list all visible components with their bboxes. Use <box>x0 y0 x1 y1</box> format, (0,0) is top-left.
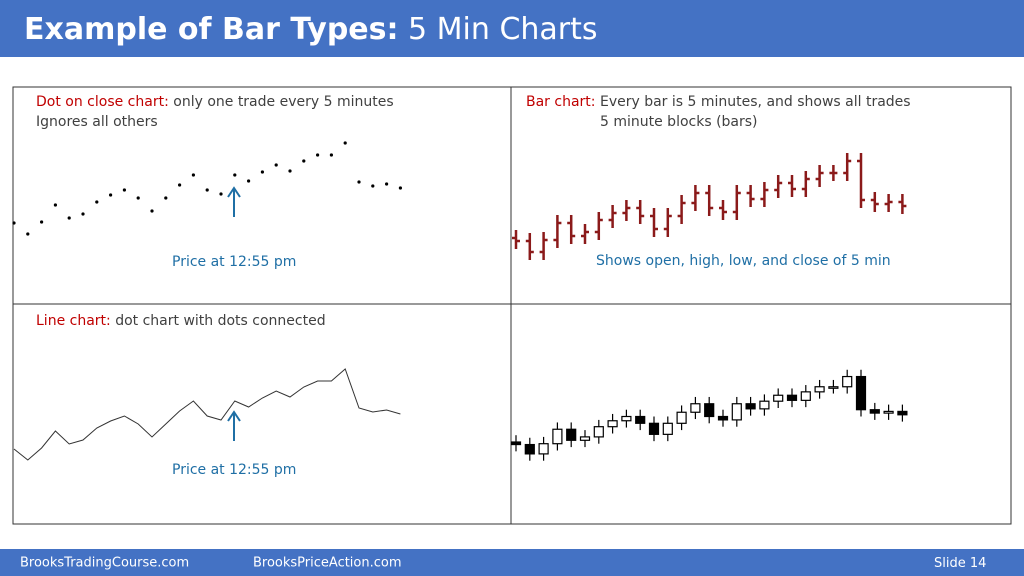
candle-body <box>552 428 563 445</box>
close-dot <box>122 188 126 192</box>
candle-body <box>579 436 591 441</box>
candle-body <box>828 386 839 389</box>
candle-body <box>745 403 756 410</box>
panel-frame <box>12 86 1012 525</box>
close-dot <box>150 209 154 213</box>
close-dot <box>136 196 140 200</box>
candle-body <box>814 386 825 393</box>
close-dot <box>67 216 71 220</box>
arrow <box>227 186 241 217</box>
arrow <box>227 410 241 441</box>
candle-body <box>731 403 742 421</box>
candle-body <box>690 403 701 413</box>
bar-label: Bar chart: Every bar is 5 minutes, and s… <box>526 94 911 110</box>
close-dot <box>260 170 264 174</box>
dot-label-line2: Ignores all others <box>36 114 158 130</box>
slide-num: 14 <box>970 556 987 571</box>
candle-body <box>704 403 715 418</box>
line-label: Line chart: dot chart with dots connecte… <box>36 313 326 329</box>
close-dot <box>247 179 251 183</box>
candle-body <box>842 375 853 388</box>
title-bold: Example of Bar Types: <box>24 12 399 47</box>
candle-body <box>566 428 577 441</box>
candle-body <box>662 422 673 435</box>
footer-middle: BrooksPriceAction.com <box>253 556 402 571</box>
close-dot <box>288 169 292 173</box>
close-dot <box>40 220 44 224</box>
close-dot <box>26 232 30 236</box>
candle-body <box>773 394 784 402</box>
title-rest: 5 Min Charts <box>408 12 597 47</box>
bar-annotation: Shows open, high, low, and close of 5 mi… <box>596 253 891 269</box>
candle-body <box>855 375 867 411</box>
candle-body <box>786 394 798 401</box>
close-dot <box>53 203 58 207</box>
close-dot <box>385 182 389 186</box>
close-dot <box>329 153 333 157</box>
candle-body <box>607 420 618 428</box>
candle-body <box>800 391 811 401</box>
line-label-red: Line chart: <box>36 313 111 329</box>
candle-body <box>883 410 894 414</box>
close-dot <box>233 173 237 177</box>
close-dot <box>343 141 347 145</box>
slide-label: Slide <box>934 556 966 571</box>
close-dot <box>302 159 306 163</box>
close-dot <box>205 188 209 192</box>
close-line <box>13 368 401 461</box>
close-dot <box>12 221 16 225</box>
footer-left: BrooksTradingCourse.com <box>20 556 189 571</box>
title: Example of Bar Types: 5 Min Charts <box>24 12 598 47</box>
candle-body <box>510 441 522 446</box>
candle-body <box>635 415 646 424</box>
dot-label: Dot on close chart: only one trade every… <box>36 94 394 110</box>
candle-body <box>648 422 660 435</box>
close-dot <box>371 184 375 188</box>
candle-body <box>538 443 549 455</box>
bar-label-red: Bar chart: <box>526 94 596 110</box>
close-dot <box>95 200 99 204</box>
header-bar <box>0 0 1024 57</box>
dot-label-red: Dot on close chart: <box>36 94 169 110</box>
candle-body <box>676 411 687 424</box>
candle-body <box>593 426 604 438</box>
bar-label-line2: 5 minute blocks (bars) <box>600 114 758 130</box>
close-dot <box>274 163 278 167</box>
candle-body <box>869 409 880 414</box>
close-dot <box>316 153 320 157</box>
candle-body <box>524 443 535 455</box>
close-dot <box>164 196 168 200</box>
close-dot <box>178 183 182 187</box>
candle-body <box>717 415 729 421</box>
slide-number: Slide 14 <box>934 556 986 571</box>
close-dot <box>81 212 85 216</box>
close-dot <box>357 180 361 184</box>
close-dot <box>109 193 113 197</box>
dot-annotation: Price at 12:55 pm <box>172 254 296 270</box>
line-annotation: Price at 12:55 pm <box>172 462 296 478</box>
bar-label-text: Every bar is 5 minutes, and shows all tr… <box>600 94 911 110</box>
candle-body <box>621 415 632 422</box>
candle-body <box>897 410 908 416</box>
close-dot <box>219 192 223 196</box>
dot-label-text: only one trade every 5 minutes <box>173 94 393 110</box>
line-label-text: dot chart with dots connected <box>115 313 325 329</box>
candle-body <box>759 400 770 410</box>
close-dot <box>398 186 402 190</box>
footer-bar <box>0 549 1024 576</box>
close-dot <box>191 173 195 177</box>
